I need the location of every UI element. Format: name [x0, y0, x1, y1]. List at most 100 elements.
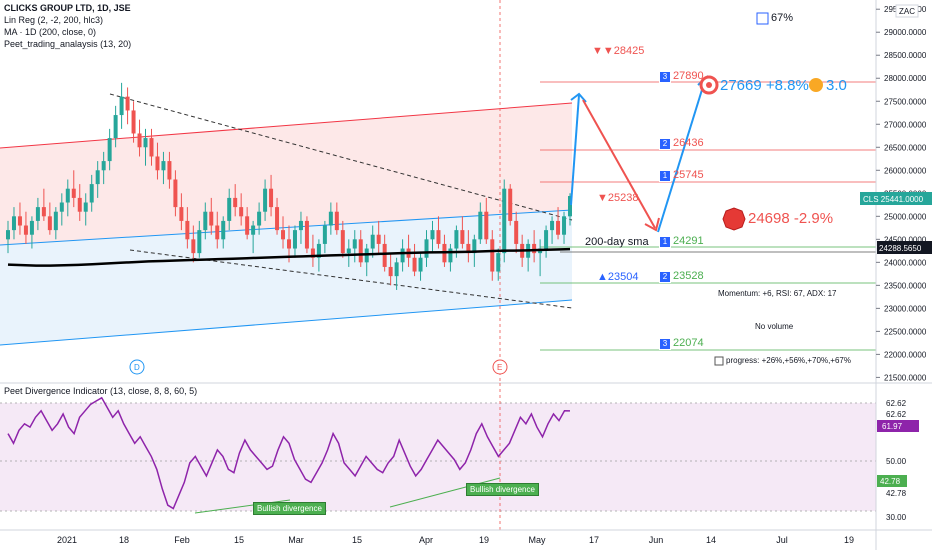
time-tick-label: 15	[234, 535, 244, 545]
level-27890-label: 27890	[673, 70, 704, 82]
candle-body	[304, 220, 309, 249]
candle-body	[119, 96, 124, 116]
candle-body	[466, 243, 471, 254]
time-tick-label: 14	[706, 535, 716, 545]
candle-body	[322, 225, 327, 244]
candle-body	[185, 220, 190, 240]
candle-body	[292, 230, 297, 249]
time-tick-label: Mar	[288, 535, 304, 545]
event-marker-d[interactable]	[129, 359, 145, 375]
time-tick-label: Jul	[776, 535, 788, 545]
time-tick-label: 15	[352, 535, 362, 545]
legend-peet: Peet_trading_analaysis (13, 20)	[4, 39, 132, 49]
candle-body	[215, 225, 220, 240]
event-marker-e[interactable]	[492, 359, 508, 375]
candle-body	[376, 234, 381, 244]
candle-body	[550, 220, 555, 231]
time-tick-label: Feb	[174, 535, 190, 545]
time-tick-label: 17	[589, 535, 599, 545]
candle-body	[239, 207, 244, 217]
candle-body	[287, 239, 291, 249]
event-marker-e-label: E	[497, 363, 502, 372]
target-money: 3.0	[826, 77, 847, 94]
candle-body	[155, 156, 160, 171]
upper-trendline	[109, 93, 573, 221]
candle-body	[77, 197, 82, 212]
osc-axis[interactable]: 62.62 62.62 50.00 42.78 30.00	[886, 399, 907, 522]
candle-body	[221, 220, 226, 240]
projection-down	[582, 99, 656, 229]
candle-body	[298, 220, 303, 231]
candle-body	[448, 248, 453, 263]
candle-body	[275, 207, 280, 231]
legend-divergence: Peet Divergence Indicator (13, close, 8,…	[4, 386, 198, 396]
time-tick-label: 19	[479, 535, 489, 545]
osc-low-text: 42.78	[880, 477, 901, 486]
price-axis[interactable]: 29500.000029000.000028500.000028000.0000…	[876, 5, 927, 382]
price-tick-label: 27000.0000	[884, 120, 927, 129]
candle-body	[245, 216, 250, 235]
candle-body	[89, 184, 94, 203]
upper-band-fill	[0, 103, 572, 245]
candle-body	[358, 239, 363, 263]
zac-tag[interactable]	[895, 4, 919, 18]
time-tick-label: Apr	[419, 535, 433, 545]
candle-body	[83, 202, 88, 212]
candle-body	[125, 96, 130, 111]
candle-body	[197, 230, 202, 254]
candle-body	[269, 188, 274, 208]
level-number-3b: 3	[659, 338, 671, 350]
candle-body	[532, 243, 537, 254]
time-tick-label: 2021	[57, 535, 77, 545]
candle-body	[281, 230, 286, 240]
candle-body	[484, 211, 489, 240]
momentum-info: Momentum: +6, RSI: 67, ADX: 17	[718, 289, 837, 298]
level-22074-label: 22074	[673, 337, 704, 349]
target-pct: +8.8%	[765, 77, 809, 94]
candle-body	[203, 211, 208, 231]
candle-body	[17, 216, 22, 226]
progress-info: progress: +26%,+56%,+70%,+67%	[726, 356, 851, 365]
candle-body	[412, 257, 417, 272]
candle-body	[227, 197, 232, 221]
candle-body	[394, 262, 399, 277]
oscillator-line	[7, 396, 571, 510]
progress-icon	[714, 356, 724, 366]
level-24291-label: 24291	[673, 235, 704, 247]
stop-value: 24698	[748, 210, 790, 227]
price-tick-label: 25000.0000	[884, 212, 927, 221]
bar-chart-icon	[756, 12, 769, 25]
candle-body	[310, 248, 315, 258]
candle-body	[35, 207, 40, 221]
ma-price-tag	[877, 241, 932, 254]
volume-info: No volume	[755, 322, 794, 331]
candle-body	[173, 179, 178, 208]
price-tick-label: 28500.0000	[884, 51, 927, 60]
projection-head-1	[570, 92, 587, 103]
candle-body	[454, 230, 459, 249]
cls-price-text: CLS 25441.0000	[863, 195, 924, 204]
candle-body	[400, 248, 405, 263]
level-number-1a: 1	[659, 170, 671, 182]
sma200-line	[7, 247, 571, 267]
candle-body	[430, 230, 435, 240]
level-23528-label: 23528	[673, 270, 704, 282]
candle-body	[167, 161, 172, 180]
candle-body	[257, 211, 262, 226]
candle-body	[65, 188, 70, 203]
level-23504-label: ▲23504	[597, 271, 639, 283]
time-tick-label: 18	[119, 535, 129, 545]
candle-body	[6, 230, 10, 240]
osc-tick-label: 62.62	[886, 410, 907, 419]
candle-body	[11, 216, 16, 231]
cls-price-tag	[860, 192, 932, 205]
candle-body	[131, 110, 136, 134]
candle-body	[191, 239, 196, 254]
candle-body	[514, 220, 519, 244]
time-axis[interactable]: 2021 18 Feb 15 Mar 15 Apr 19 May 17 Jun 14 Jul 19	[57, 535, 854, 545]
price-tick-label: 22000.0000	[884, 350, 927, 359]
candle-body	[137, 133, 142, 148]
candle-body	[41, 207, 46, 217]
candle-body	[568, 196, 572, 217]
